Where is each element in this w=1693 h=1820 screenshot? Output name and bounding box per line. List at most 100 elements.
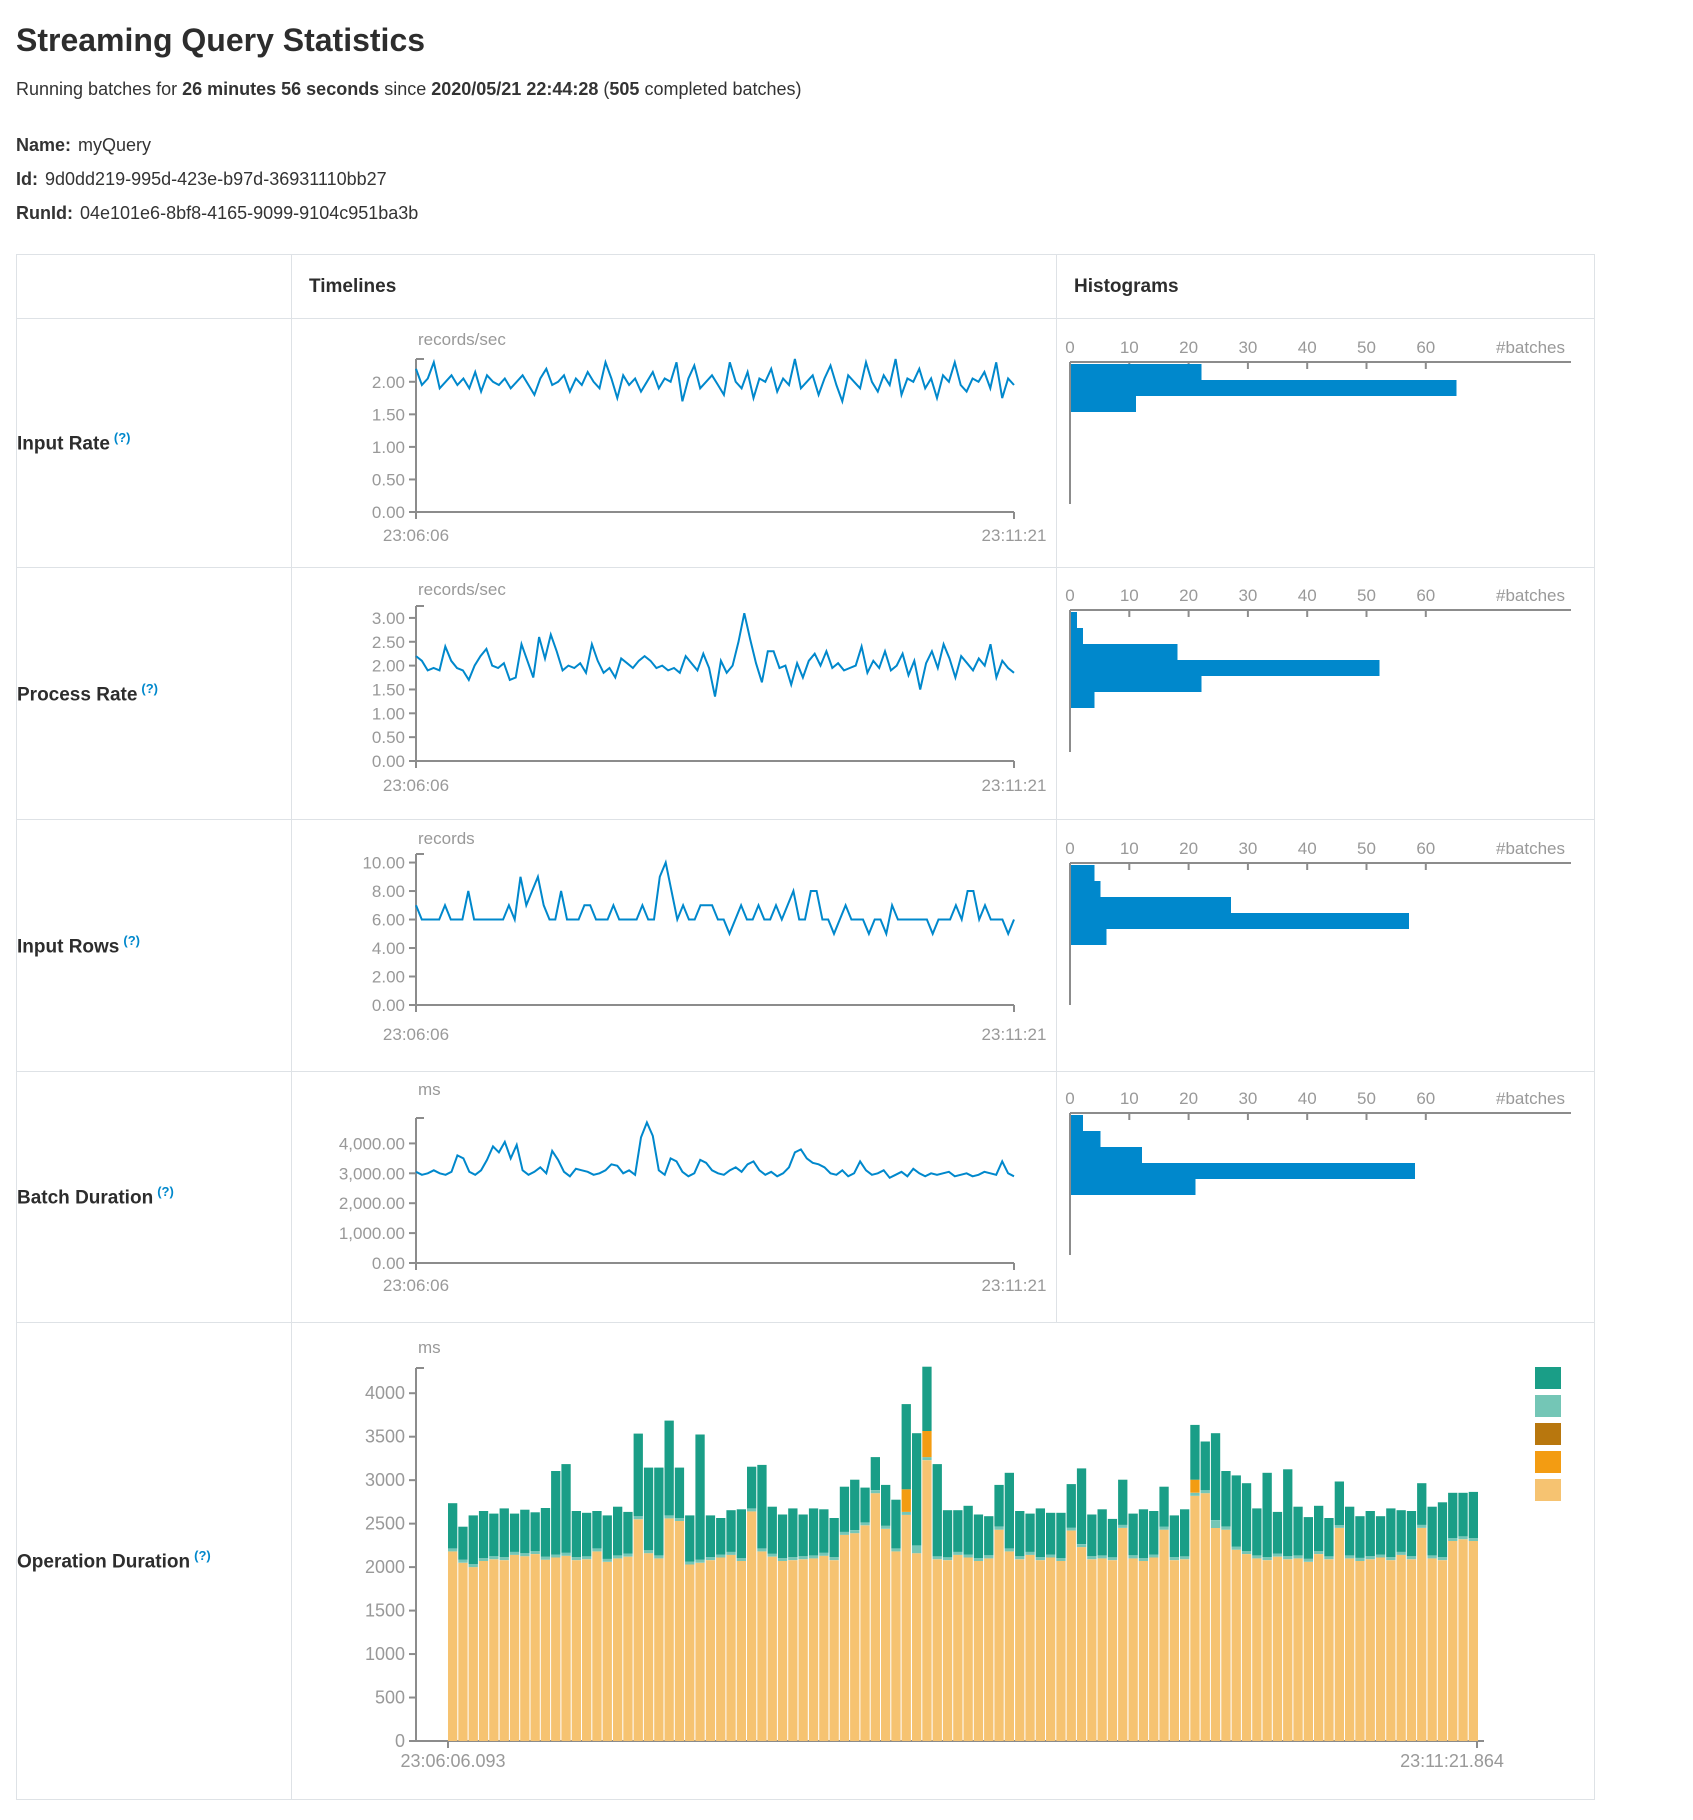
input-rows-histogram-chart: 0 10 20 30 40 50 60 #batches [1065, 839, 1571, 1005]
operation-duration-segment-light-teal [561, 1552, 571, 1556]
operation-duration-segment-teal [850, 1479, 860, 1531]
input-rows-histogram-bar [1071, 929, 1107, 945]
input-rate-histogram-cell: 0 10 20 30 40 50 60 #batches [1056, 318, 1595, 568]
operation-duration-segment-light-teal [1334, 1524, 1344, 1528]
operation-duration-segment-tan [1252, 1558, 1262, 1741]
input-rate-help-icon[interactable]: (?) [113, 430, 131, 446]
operation-duration-segment-teal [643, 1467, 654, 1551]
operation-duration-segment-light-teal [674, 1518, 685, 1521]
name-label: Name: [16, 135, 72, 155]
operation-duration-segment-tan [643, 1553, 654, 1741]
input-rate-histogram-bar [1071, 364, 1202, 380]
operation-duration-segment-tan [551, 1557, 561, 1741]
operation-duration-segment-light-teal [643, 1550, 654, 1554]
svg-text:1.00: 1.00 [372, 438, 405, 457]
operation-duration-segment-teal [1025, 1513, 1035, 1552]
operation-duration-segment-tan [613, 1558, 623, 1741]
operation-duration-segment-light-teal [509, 1551, 520, 1555]
legend-swatch-1 [1535, 1367, 1561, 1389]
operation-duration-segment-tan [942, 1560, 953, 1741]
operation-duration-segment-teal [1241, 1483, 1252, 1551]
process-rate-histogram-chart: 0 10 20 30 40 50 60 #batches [1065, 586, 1571, 752]
operation-duration-segment-teal [881, 1484, 891, 1526]
input-rate-timeline-chart: records/sec 0.00 0.50 1.00 1.50 2.00 23:06:06 2… [372, 330, 1047, 545]
operation-duration-segment-teal [1087, 1514, 1097, 1557]
operation-duration-segment-teal [695, 1434, 705, 1560]
operation-duration-segment-tan [1314, 1554, 1324, 1741]
svg-text:10: 10 [1120, 338, 1139, 357]
operation-duration-segment-light-teal [1417, 1524, 1427, 1528]
operation-duration-segment-teal [478, 1511, 489, 1558]
query-meta: Name: myQuery Id: 9d0dd219-995d-423e-b97d-… [16, 128, 1677, 230]
operation-duration-segment-tan [1087, 1559, 1097, 1741]
operation-duration-segment-light-teal [973, 1558, 984, 1561]
operation-duration-segment-light-teal [530, 1551, 540, 1554]
operation-duration-segment-light-teal [839, 1531, 850, 1535]
svg-text:4.00: 4.00 [372, 939, 405, 958]
operation-duration-segment-tan [509, 1554, 520, 1741]
process-rate-histogram-bar [1071, 612, 1077, 628]
operation-duration-segment-tan [1293, 1558, 1303, 1741]
batch-duration-help-icon[interactable]: (?) [157, 1184, 174, 1200]
process-rate-row: Process Rate (?) records/sec 0.00 0.50 1.00 1… [16, 567, 1595, 820]
process-rate-histogram-bar [1071, 660, 1380, 676]
process-rate-histogram-bar [1071, 676, 1202, 692]
input-rows-help-icon[interactable]: (?) [123, 932, 140, 948]
operation-duration-segment-light-teal [953, 1551, 963, 1555]
operation-duration-segment-light-teal [1035, 1557, 1045, 1561]
running-duration: 26 minutes 56 seconds [182, 79, 380, 99]
input-rows-histogram-bar [1071, 913, 1409, 929]
operation-duration-segment-light-teal [1406, 1556, 1417, 1560]
svg-text:23:06:06: 23:06:06 [383, 776, 449, 795]
operation-duration-segment-tan [1231, 1549, 1241, 1741]
operation-duration-segment-light-teal [1128, 1555, 1138, 1559]
operation-duration-segment-tan [798, 1559, 808, 1741]
input-rows-timeline-chart: records 0.00 2.00 4.00 6.00 8.00 10.00 23:06:06… [362, 829, 1046, 1044]
operation-duration-segment-light-teal [767, 1553, 777, 1557]
operation-duration-segment-light-teal [757, 1548, 767, 1552]
operation-duration-segment-teal [1396, 1510, 1406, 1552]
timelines-column-header: Timelines [291, 254, 1057, 319]
operation-duration-segment-tan [1066, 1530, 1076, 1741]
operation-duration-segment-tan [1056, 1561, 1066, 1741]
input-rate-histogram-chart: 0 10 20 30 40 50 60 #batches [1065, 338, 1571, 504]
operation-duration-segment-light-teal [623, 1553, 633, 1557]
svg-text:23:11:21.864: 23:11:21.864 [1400, 1751, 1504, 1771]
process-rate-help-icon[interactable]: (?) [141, 680, 159, 696]
operation-duration-segment-orange [901, 1489, 911, 1512]
operation-duration-segment-teal [520, 1509, 530, 1554]
batch-duration-label-cell: Batch Duration (?) [16, 1071, 292, 1323]
operation-duration-segment-teal [1107, 1518, 1118, 1558]
svg-text:30: 30 [1238, 338, 1257, 357]
operation-duration-segment-teal [839, 1486, 850, 1532]
operation-duration-segment-tan [571, 1560, 581, 1741]
query-name-line: Name: myQuery [16, 128, 1677, 162]
operation-duration-segment-light-teal [1066, 1527, 1076, 1531]
operation-duration-segment-teal [1138, 1509, 1149, 1558]
since-text: since [379, 79, 432, 99]
operation-duration-segment-teal [901, 1404, 911, 1490]
operation-duration-segment-teal [1097, 1509, 1107, 1556]
operation-duration-segment-tan [1448, 1541, 1458, 1741]
operation-duration-segment-light-teal [478, 1558, 489, 1561]
operation-duration-segment-tan [1345, 1558, 1355, 1741]
operation-duration-segment-tan [1427, 1558, 1437, 1741]
operation-duration-label: Operation Duration [17, 1551, 191, 1573]
operation-duration-segment-tan [654, 1558, 664, 1741]
operation-duration-segment-teal [942, 1510, 953, 1558]
svg-text:2.00: 2.00 [372, 968, 405, 987]
operation-duration-segment-teal [705, 1515, 716, 1558]
operation-duration-segment-teal [870, 1457, 880, 1491]
operation-duration-segment-light-teal [984, 1555, 994, 1559]
operation-duration-segment-teal [726, 1510, 736, 1552]
operation-duration-segment-tan [1046, 1557, 1056, 1741]
operation-duration-help-icon[interactable]: (?) [194, 1548, 211, 1564]
svg-text:23:06:06: 23:06:06 [383, 1276, 449, 1295]
operation-duration-segment-tan [1375, 1557, 1386, 1741]
operation-duration-segment-tan [777, 1561, 788, 1741]
svg-text:40: 40 [1298, 839, 1317, 858]
operation-duration-segment-teal [1056, 1512, 1066, 1558]
svg-text:1.00: 1.00 [372, 704, 405, 723]
input-rows-label-cell: Input Rows (?) [16, 819, 292, 1072]
